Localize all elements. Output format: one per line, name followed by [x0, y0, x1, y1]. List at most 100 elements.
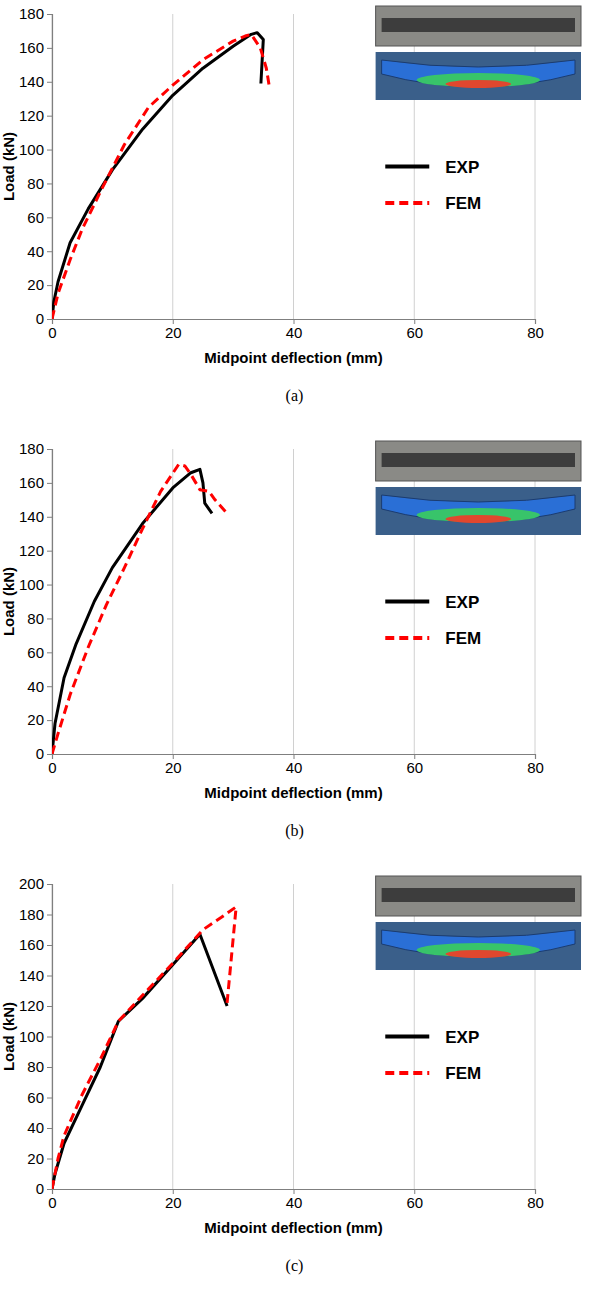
tick-label: 20: [27, 711, 44, 728]
tick-mark: [47, 686, 52, 687]
tick: 60: [27, 209, 52, 226]
tick: 100: [19, 576, 52, 593]
tick-mark: [47, 251, 52, 252]
tick: 180: [19, 906, 52, 923]
inset-fem-contour: [445, 515, 511, 523]
tick: 120: [19, 542, 52, 559]
tick-mark: [47, 1159, 52, 1160]
tick: 20: [165, 319, 182, 341]
tick-label: 80: [527, 324, 544, 341]
tick-label: 120: [19, 997, 44, 1014]
tick-mark: [47, 551, 52, 552]
tick: 60: [406, 319, 423, 341]
inset-fem-contour: [445, 80, 511, 88]
inset-photo: [376, 6, 581, 46]
tick: 0: [36, 745, 52, 762]
tick-label: 160: [19, 936, 44, 953]
legend: EXP FEM: [385, 593, 481, 649]
tick-label: 20: [165, 1194, 182, 1211]
tick-label: 0: [36, 1180, 44, 1197]
tick: 0: [48, 1189, 56, 1211]
inset-fem-contour: [417, 508, 540, 522]
tick: 40: [286, 319, 303, 341]
tick: 80: [527, 754, 544, 776]
tick-label: 80: [27, 1058, 44, 1075]
inset-photo-beam: [382, 453, 575, 467]
tick-label: 60: [27, 1089, 44, 1106]
figure: 0 20 40 60 80 0 20 40 60 80 100 120 140 160 180 Midpoin…: [0, 0, 589, 1305]
tick-label: 80: [527, 1194, 544, 1211]
tick-label: 80: [527, 759, 544, 776]
tick-label: 100: [19, 576, 44, 593]
legend-swatch: [385, 165, 429, 169]
tick-label: 40: [27, 678, 44, 695]
inset-fem-beam: [382, 60, 575, 87]
tick-label: 140: [19, 73, 44, 90]
tick: 60: [406, 754, 423, 776]
tick-mark: [47, 754, 52, 755]
tick-label: 20: [27, 1150, 44, 1167]
tick-label: 40: [286, 324, 303, 341]
legend: EXP FEM: [385, 158, 481, 214]
tick: 20: [27, 711, 52, 728]
tick-mark: [47, 319, 52, 320]
tick-label: 180: [19, 440, 44, 457]
tick-mark: [47, 517, 52, 518]
tick-label: 0: [36, 310, 44, 327]
inset-fem-contour: [417, 73, 540, 87]
inset-fem-beam: [382, 930, 575, 957]
tick-label: 100: [19, 1028, 44, 1045]
tick: 40: [27, 1119, 52, 1136]
grid-line: [293, 884, 294, 1189]
series-line: [52, 469, 212, 754]
tick-mark: [47, 945, 52, 946]
series-line: [52, 33, 263, 319]
legend-label: EXP: [445, 158, 479, 177]
inset-photo: [376, 876, 581, 916]
inset-images: [376, 441, 581, 535]
legend-label: FEM: [445, 629, 481, 648]
inset-fem: [376, 487, 581, 535]
inset-fem: [376, 922, 581, 970]
tick-label: 80: [27, 175, 44, 192]
grid-line: [172, 14, 173, 319]
y-axis-title: Load (kN): [0, 132, 17, 201]
caption: (a): [286, 387, 304, 405]
legend-label: EXP: [445, 593, 479, 612]
x-axis-title: Midpoint deflection (mm): [204, 784, 382, 801]
tick: 80: [27, 610, 52, 627]
tick: 60: [27, 1089, 52, 1106]
tick: 80: [27, 175, 52, 192]
axis-line: [47, 885, 53, 1190]
tick: 140: [19, 967, 52, 984]
tick-mark: [47, 116, 52, 117]
tick-label: 180: [19, 906, 44, 923]
legend-swatch: [385, 600, 429, 604]
tick-label: 200: [19, 875, 44, 892]
tick-label: 0: [48, 1194, 56, 1211]
tick: 160: [19, 39, 52, 56]
tick: 0: [36, 1180, 52, 1197]
inset-fem-contour: [445, 950, 511, 958]
y-axis: 0 20 40 60 80 100 120 140 160 180 200: [19, 875, 53, 1197]
tick-label: 60: [406, 324, 423, 341]
tick-label: 40: [286, 759, 303, 776]
legend-label: FEM: [445, 194, 481, 213]
tick: 60: [27, 644, 52, 661]
caption: (c): [286, 1257, 304, 1275]
tick: 80: [27, 1058, 52, 1075]
plot-area: [52, 33, 269, 319]
grid-line: [172, 884, 173, 1189]
tick: 40: [286, 754, 303, 776]
tick-label: 40: [27, 1119, 44, 1136]
tick-label: 0: [48, 324, 56, 341]
tick-label: 20: [165, 324, 182, 341]
tick-mark: [47, 1098, 52, 1099]
tick-label: 40: [286, 1194, 303, 1211]
inset-images: [376, 6, 581, 100]
caption: (b): [285, 822, 304, 840]
legend-label: EXP: [445, 1028, 479, 1047]
tick-label: 20: [27, 276, 44, 293]
tick: 40: [27, 243, 52, 260]
tick-mark: [47, 884, 52, 885]
